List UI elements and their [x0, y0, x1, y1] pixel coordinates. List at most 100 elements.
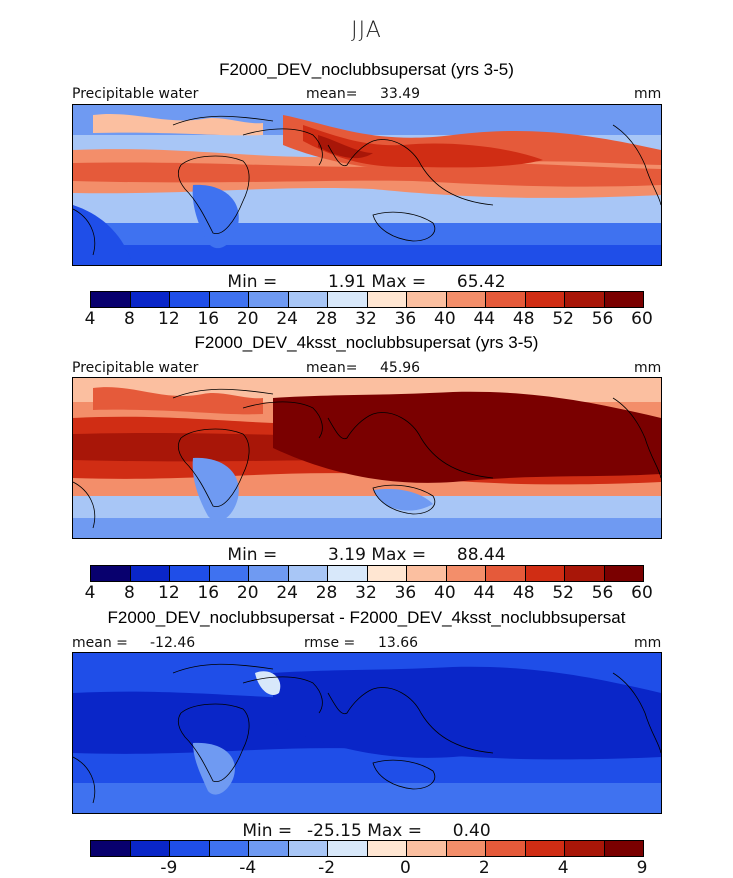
- panel-1-max-value: 65.42: [456, 272, 506, 292]
- colorbar-tick-label: 28: [315, 309, 338, 329]
- panel-1-field-label: Precipitable water: [72, 86, 199, 102]
- colorbar-segment: [249, 292, 289, 307]
- colorbar-tick-label: -4: [239, 858, 257, 878]
- colorbar-tick-label: 2: [478, 858, 490, 878]
- panel-3-colorbar: [90, 840, 644, 857]
- panel-3-min-value: -25.15: [306, 821, 362, 841]
- panel-3-max-label: Max =: [367, 821, 422, 841]
- colorbar-segment: [525, 566, 565, 581]
- colorbar-segment: [604, 292, 643, 307]
- colorbar-segment: [525, 292, 565, 307]
- panel-1-mean-value: 33.49: [380, 86, 421, 102]
- colorbar-tick-label: 36: [394, 309, 417, 329]
- panel-1-units: mm: [634, 86, 662, 102]
- colorbar-segment: [130, 841, 170, 856]
- panel-3-colorbar-ticks: -9 -4 -2 0 2 4 9: [90, 858, 647, 878]
- panel-3-rmse-label: rmse =: [304, 635, 356, 651]
- panel-1-colorbar: [90, 291, 644, 308]
- panel-2-colorbar: [90, 565, 644, 582]
- colorbar-tick-label: 12: [158, 583, 180, 603]
- panel-2-map-svg: [73, 378, 661, 538]
- panel-2-minmax: Min = 3.19 Max = 88.44: [0, 545, 733, 565]
- colorbar-segment: [407, 566, 447, 581]
- panel-2-title: F2000_DEV_4ksst_noclubbsupersat (yrs 3-5…: [194, 333, 539, 352]
- colorbar-tick-label: 24: [276, 583, 298, 603]
- colorbar-tick-label: 20: [236, 583, 259, 603]
- panel-2-mean-label: mean=: [306, 360, 358, 376]
- colorbar-segment: [91, 841, 131, 856]
- colorbar-segment: [288, 566, 328, 581]
- panel-3-minmax: Min = -25.15 Max = 0.40: [0, 821, 733, 841]
- panel-2-max-value: 88.44: [456, 545, 506, 565]
- colorbar-segment: [446, 292, 486, 307]
- colorbar-tick-label: 12: [158, 309, 180, 329]
- panel-2-map: [72, 377, 662, 539]
- colorbar-segment: [446, 841, 486, 856]
- colorbar-tick-label: 4: [84, 309, 96, 329]
- colorbar-tick-label: -2: [318, 858, 336, 878]
- colorbar-tick-label: 32: [355, 309, 377, 329]
- panel-2-min-value: 3.19: [328, 545, 366, 565]
- panel-3-mean-value: -12.46: [150, 635, 196, 651]
- colorbar-segment: [407, 292, 447, 307]
- panel-3-rmse-value: 13.66: [378, 635, 419, 651]
- colorbar-segment: [446, 566, 486, 581]
- panel-3-max-value: 0.40: [452, 821, 491, 841]
- colorbar-tick-label: 16: [197, 583, 220, 603]
- panel-3-map-svg: [73, 653, 661, 813]
- colorbar-segment: [170, 566, 210, 581]
- colorbar-tick-label: 28: [315, 583, 338, 603]
- colorbar-tick-label: 0: [400, 858, 411, 878]
- colorbar-tick-label: 52: [552, 583, 574, 603]
- colorbar-segment: [407, 841, 447, 856]
- colorbar-segment: [328, 292, 368, 307]
- colorbar-tick-label: 32: [355, 583, 377, 603]
- panel-3-map: [72, 652, 662, 814]
- colorbar-segment: [209, 566, 249, 581]
- colorbar-tick-label: 56: [591, 309, 614, 329]
- panel-3-units: mm: [634, 635, 662, 651]
- colorbar-tick-label: 40: [434, 309, 456, 329]
- panel-2-mean-value: 45.96: [380, 360, 421, 376]
- colorbar-segment: [170, 841, 210, 856]
- panel-2-min-label: Min =: [227, 545, 278, 565]
- colorbar-segment: [367, 566, 407, 581]
- colorbar-segment: [249, 566, 289, 581]
- colorbar-segment: [486, 566, 526, 581]
- panel-2-units: mm: [634, 360, 662, 376]
- colorbar-segment: [249, 841, 289, 856]
- panel-1-max-label: Max =: [371, 272, 427, 292]
- panel-1-map: [72, 104, 662, 266]
- panel-1-title: F2000_DEV_noclubbsupersat (yrs 3-5): [219, 60, 514, 79]
- colorbar-tick-label: 8: [124, 309, 135, 329]
- colorbar-segment: [565, 841, 605, 856]
- colorbar-segment: [525, 841, 565, 856]
- colorbar-segment: [328, 566, 368, 581]
- colorbar-tick-label: 4: [557, 858, 569, 878]
- panel-2-field-label: Precipitable water: [72, 360, 199, 376]
- colorbar-segment: [130, 566, 170, 581]
- panel-1-colorbar-ticks: 4 8 12 16 20 24 28 32 36 40 44 48 52 56 60: [85, 309, 653, 329]
- colorbar-tick-label: 20: [236, 309, 259, 329]
- panel-3-min-label: Min =: [242, 821, 293, 841]
- colorbar-segment: [604, 566, 643, 581]
- panel-3-title: F2000_DEV_noclubbsupersat - F2000_DEV_4k…: [107, 608, 626, 627]
- colorbar-segment: [604, 841, 643, 856]
- panel-1-minmax: Min = 1.91 Max = 65.42: [0, 272, 733, 292]
- colorbar-tick-label: 36: [394, 583, 417, 603]
- colorbar-segment: [367, 841, 407, 856]
- colorbar-segment: [328, 841, 368, 856]
- colorbar-tick-label: 16: [197, 309, 220, 329]
- colorbar-segment: [486, 292, 526, 307]
- colorbar-tick-label: 60: [631, 583, 653, 603]
- colorbar-tick-label: 60: [631, 309, 653, 329]
- panel-2-max-label: Max =: [371, 545, 427, 565]
- colorbar-segment: [565, 566, 605, 581]
- colorbar-tick-label: 4: [84, 583, 96, 603]
- panel-1-mean-label: mean=: [306, 86, 358, 102]
- panel-1-min-label: Min =: [227, 272, 278, 292]
- colorbar-tick-label: -9: [160, 858, 178, 878]
- panel-2-colorbar-ticks: 4 8 12 16 20 24 28 32 36 40 44 48 52 56 60: [85, 583, 653, 603]
- colorbar-tick-label: 48: [512, 309, 535, 329]
- panel-1-min-value: 1.91: [328, 272, 366, 292]
